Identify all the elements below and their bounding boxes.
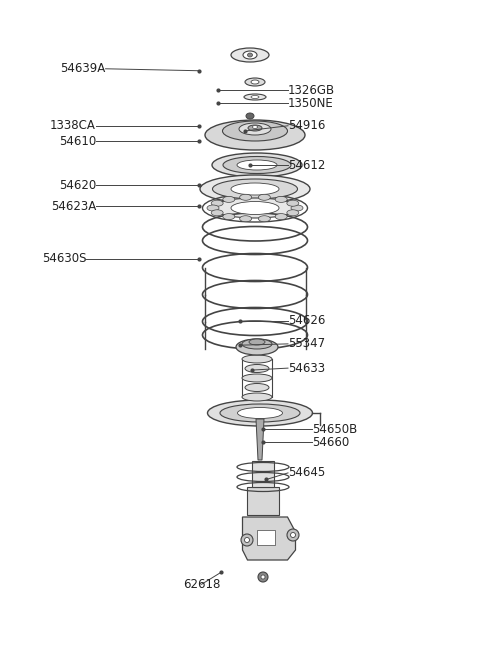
Ellipse shape <box>291 205 303 211</box>
Ellipse shape <box>238 407 283 419</box>
Ellipse shape <box>223 121 288 141</box>
Polygon shape <box>256 419 264 460</box>
Text: 54623A: 54623A <box>51 200 96 213</box>
Bar <box>247 487 279 515</box>
Ellipse shape <box>237 160 277 170</box>
Ellipse shape <box>241 534 253 546</box>
Ellipse shape <box>213 179 298 199</box>
Ellipse shape <box>223 196 235 202</box>
Polygon shape <box>257 530 275 545</box>
Ellipse shape <box>244 94 266 100</box>
Ellipse shape <box>245 78 265 86</box>
Text: 1338CA: 1338CA <box>50 119 96 132</box>
Ellipse shape <box>205 120 305 150</box>
Text: 54660: 54660 <box>312 436 349 449</box>
Ellipse shape <box>251 96 259 98</box>
Text: 54645: 54645 <box>288 466 325 479</box>
Ellipse shape <box>248 125 262 131</box>
Text: 54620: 54620 <box>59 179 96 192</box>
Ellipse shape <box>239 123 271 135</box>
Ellipse shape <box>287 529 299 541</box>
Ellipse shape <box>245 364 269 373</box>
Ellipse shape <box>242 355 272 363</box>
Ellipse shape <box>275 196 287 202</box>
Ellipse shape <box>245 383 269 392</box>
Polygon shape <box>242 517 296 560</box>
Text: 54633: 54633 <box>288 362 325 375</box>
Text: 54626: 54626 <box>288 314 325 328</box>
Bar <box>252 461 274 487</box>
Ellipse shape <box>231 48 269 62</box>
Ellipse shape <box>244 538 250 542</box>
Ellipse shape <box>223 157 291 174</box>
Text: 1350NE: 1350NE <box>288 97 334 110</box>
Ellipse shape <box>211 210 223 215</box>
Ellipse shape <box>240 215 252 222</box>
Ellipse shape <box>275 214 287 219</box>
Ellipse shape <box>212 153 302 177</box>
Ellipse shape <box>231 183 279 195</box>
Ellipse shape <box>207 400 312 426</box>
Ellipse shape <box>207 205 219 211</box>
Ellipse shape <box>242 339 272 349</box>
Ellipse shape <box>231 202 279 214</box>
Ellipse shape <box>251 80 259 84</box>
Ellipse shape <box>236 339 278 355</box>
Text: 54630S: 54630S <box>42 252 86 265</box>
Ellipse shape <box>290 533 296 538</box>
Text: 54639A: 54639A <box>60 62 106 75</box>
Ellipse shape <box>287 210 299 215</box>
Ellipse shape <box>261 575 265 579</box>
Text: 54612: 54612 <box>288 159 325 172</box>
Ellipse shape <box>211 200 223 206</box>
Ellipse shape <box>258 195 270 200</box>
Ellipse shape <box>213 198 298 218</box>
Ellipse shape <box>220 404 300 422</box>
Ellipse shape <box>249 339 265 345</box>
Ellipse shape <box>243 51 257 59</box>
Ellipse shape <box>242 393 272 401</box>
Text: 54916: 54916 <box>288 119 325 132</box>
Text: 54650B: 54650B <box>312 422 357 436</box>
Ellipse shape <box>246 113 254 119</box>
Ellipse shape <box>258 215 270 222</box>
Text: 55347: 55347 <box>288 337 325 350</box>
Ellipse shape <box>258 572 268 582</box>
Ellipse shape <box>240 195 252 200</box>
Ellipse shape <box>200 175 310 203</box>
Ellipse shape <box>287 200 299 206</box>
Ellipse shape <box>242 374 272 382</box>
Ellipse shape <box>252 126 257 128</box>
Text: 62618: 62618 <box>183 578 220 591</box>
Ellipse shape <box>223 214 235 219</box>
Text: 54610: 54610 <box>59 135 96 148</box>
Ellipse shape <box>248 53 252 57</box>
Text: 1326GB: 1326GB <box>288 84 335 97</box>
